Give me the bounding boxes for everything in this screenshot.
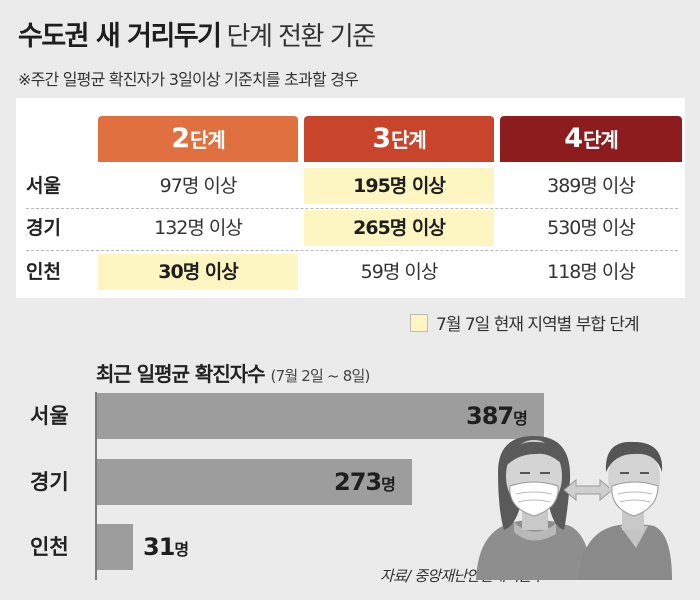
- legend-text: 7월 7일 현재 지역별 부합 단계: [436, 315, 640, 335]
- cell-seoul-stage3: 195명 이상: [304, 168, 494, 204]
- chart-title-main: 최근 일평균 확진자수: [96, 362, 266, 386]
- stage-4-number: 4: [564, 123, 583, 154]
- criteria-note: ※주간 일평균 확진자가 3일이상 기준치를 초과할 경우: [18, 70, 359, 89]
- legend-swatch: [410, 314, 428, 332]
- stage-3-unit: 단계: [390, 128, 427, 152]
- bar: [97, 459, 412, 505]
- cell-seoul-stage4: 389명 이상: [547, 175, 636, 197]
- title-bold: 수도권 새 거리두기: [18, 21, 222, 52]
- double-arrow-icon: [563, 478, 613, 502]
- cell-incheon-stage2: 30명 이상: [98, 254, 298, 290]
- bar-category-label: 인천: [30, 535, 69, 559]
- bar: [97, 524, 133, 570]
- cell-gyeonggi-stage2: 132명 이상: [154, 217, 243, 239]
- woman-figure-icon: [476, 436, 592, 580]
- chart-axis: [95, 392, 97, 580]
- cell-gyeonggi-stage3: 265명 이상: [304, 210, 494, 246]
- bar-value-label: 387명: [466, 402, 528, 430]
- stage-4-unit: 단계: [582, 128, 619, 152]
- row-label-seoul: 서울: [26, 175, 61, 197]
- chart-title-range: (7월 2일 ~ 8일): [270, 367, 371, 385]
- stage-2-number: 2: [171, 123, 190, 154]
- row-divider: [26, 250, 678, 251]
- legend: 7월 7일 현재 지역별 부합 단계: [410, 310, 640, 335]
- cell-incheon-stage4: 118명 이상: [547, 261, 636, 283]
- cell-gyeonggi-stage4: 530명 이상: [547, 217, 636, 239]
- bar-value-label: 273명: [334, 468, 396, 496]
- cell-seoul-stage2: 97명 이상: [159, 175, 238, 197]
- bar-category-label: 경기: [30, 470, 69, 494]
- page-title: 수도권 새 거리두기 단계 전환 기준: [18, 14, 377, 53]
- bar: [97, 393, 544, 439]
- masked-people-illustration: [476, 436, 672, 580]
- stage-2-unit: 단계: [189, 128, 226, 152]
- chart-title: 최근 일평균 확진자수 (7월 2일 ~ 8일): [96, 358, 370, 387]
- man-figure-icon: [578, 441, 672, 580]
- bar-value-label: 31명: [143, 533, 190, 561]
- row-label-incheon: 인천: [26, 261, 61, 283]
- stage-table: 2단계 3단계 4단계 서울 97명 이상 195명 이상 389명 이상 경기…: [16, 98, 685, 298]
- row-label-gyeonggi: 경기: [26, 217, 61, 239]
- stage-2-header: 2단계: [98, 116, 298, 162]
- row-divider: [26, 208, 678, 209]
- bar-category-label: 서울: [30, 404, 69, 428]
- stage-4-header: 4단계: [500, 116, 682, 162]
- title-light: 단계 전환 기준: [226, 22, 377, 52]
- stage-3-header: 3단계: [304, 116, 494, 162]
- stage-3-number: 3: [372, 123, 391, 154]
- cell-incheon-stage3: 59명 이상: [360, 261, 439, 283]
